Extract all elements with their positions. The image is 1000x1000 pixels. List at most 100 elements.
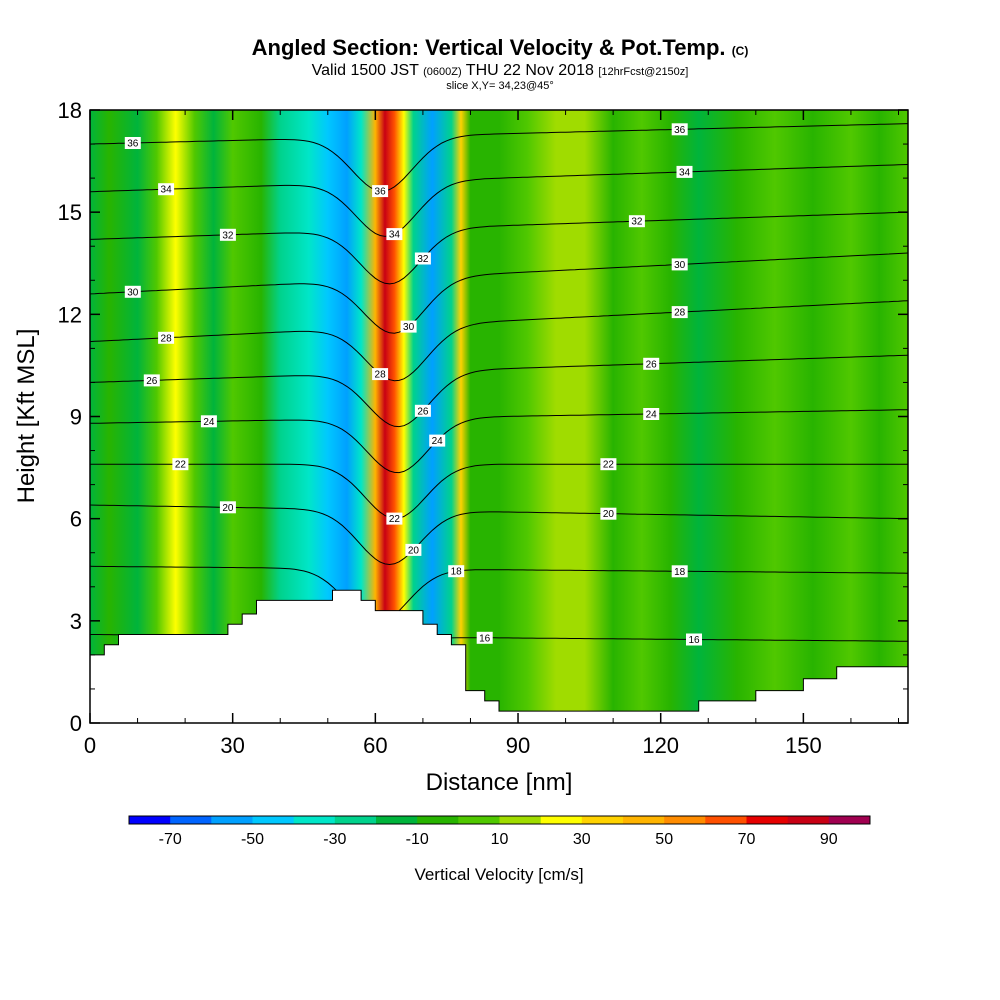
theta-contour-label: 32 [219, 228, 236, 241]
contour-label-box [158, 183, 175, 196]
theta-contour-label: 26 [643, 357, 660, 370]
contour-label-text: 24 [646, 410, 658, 421]
theta-contour-label: 32 [414, 252, 431, 265]
theta-contour-28 [90, 300, 908, 382]
colorbar-swatch [705, 816, 747, 824]
colorbar-tick-label: -70 [159, 831, 182, 848]
theta-contour-label: 18 [448, 565, 465, 578]
colorbar-tick-label: 10 [491, 831, 509, 848]
theta-contour-label: 28 [671, 306, 688, 319]
terrain [90, 589, 908, 723]
chart-title-text: Angled Section: Vertical Velocity & Pot.… [251, 35, 726, 60]
colorbar-swatch [581, 816, 624, 824]
contour-label-text: 32 [631, 217, 643, 228]
colorbar-tick-label: -50 [241, 831, 264, 848]
colorbar-swatch [540, 816, 583, 824]
chart-title-block: Angled Section: Vertical Velocity & Pot.… [90, 35, 910, 93]
contour-label-box [671, 565, 688, 578]
contour-label-text: 16 [479, 633, 491, 644]
contour-label-text: 26 [646, 359, 658, 370]
colorbar-swatch [623, 816, 665, 824]
theta-contour-label: 22 [172, 458, 189, 471]
theta-contour-label: 20 [405, 543, 422, 556]
theta-contour-label: 22 [600, 458, 617, 471]
contour-label-text: 20 [408, 545, 420, 556]
contour-label-box [671, 306, 688, 319]
contour-label-box [172, 458, 189, 471]
theta-contour-label: 22 [386, 512, 403, 525]
contour-label-box [429, 434, 446, 447]
colorbar-tick-label: 50 [655, 831, 673, 848]
y-tick-label: 9 [70, 405, 82, 430]
contour-label-text: 30 [674, 260, 686, 271]
theta-contour-label: 20 [600, 507, 617, 520]
colorbar-tick-label: 90 [820, 831, 838, 848]
theta-contour-label: 28 [158, 331, 175, 344]
y-tick-label: 18 [58, 98, 82, 123]
theta-contour-34 [90, 164, 908, 237]
contour-label-text: 22 [389, 514, 401, 525]
contour-label-text: 36 [375, 187, 387, 198]
contour-label-text: 24 [432, 436, 444, 447]
contour-label-box [671, 123, 688, 136]
contour-label-text: 16 [688, 635, 700, 646]
x-tick-label: 150 [785, 733, 822, 758]
theta-contour-label: 32 [628, 215, 645, 228]
colorbar-swatch [417, 816, 459, 824]
y-tick-label: 3 [70, 609, 82, 634]
slice-info: slice X,Y= 34,23@45° [446, 80, 554, 92]
x-tick-label: 90 [506, 733, 530, 758]
colorbar-swatch [293, 816, 336, 824]
colorbar-swatch [376, 816, 418, 824]
theta-contour-label: 26 [414, 404, 431, 417]
valid-date: THU 22 Nov 2018 [465, 62, 594, 79]
theta-contour-label: 16 [476, 631, 493, 644]
contour-label-box [414, 252, 431, 265]
contour-label-box [600, 458, 617, 471]
theta-contour-label: 16 [686, 633, 702, 646]
theta-contour-22 [90, 463, 908, 520]
theta-contour-label: 18 [671, 565, 688, 578]
contour-label-text: 22 [175, 460, 187, 471]
chart-valid-line: Valid 1500 JST (0600Z) THU 22 Nov 2018 [… [90, 63, 910, 80]
theta-contour-label: 24 [200, 415, 217, 428]
contour-label-box [219, 228, 236, 241]
plot-area: 16 16 18 18 20 20 20 22 22 22 24 24 24 26 26 26 28 28 28 30… [90, 110, 908, 723]
colorbar-tick-label: 30 [573, 831, 591, 848]
theta-contour-label: 28 [372, 368, 389, 381]
contour-label-box [400, 320, 417, 333]
colorbar-swatch [129, 816, 171, 824]
theta-contour-30 [90, 252, 908, 334]
contour-label-text: 26 [417, 406, 429, 417]
contour-label-text: 20 [603, 509, 615, 520]
contour-label-text: 18 [451, 567, 463, 578]
contour-label-box [686, 633, 702, 646]
theta-contour-label: 34 [676, 165, 693, 178]
x-tick-label: 30 [220, 733, 244, 758]
theta-contour-label: 36 [372, 185, 389, 198]
contour-label-box [676, 165, 693, 178]
contour-label-box [405, 543, 422, 556]
contour-label-text: 22 [603, 460, 615, 471]
valid-prefix: Valid 1500 JST [311, 62, 419, 79]
theta-contour-label: 24 [429, 434, 446, 447]
chart-title-unit: (C) [731, 44, 749, 58]
contour-label-box [643, 408, 660, 420]
contour-label-text: 28 [674, 308, 686, 319]
y-tick-label: 0 [70, 711, 82, 736]
contour-label-text: 36 [127, 139, 139, 150]
colorbar: -70 -50 -30 -10 10 30 50 70 90 [128, 815, 871, 848]
contour-label-box [143, 374, 160, 387]
colorbar-swatch [746, 816, 789, 824]
theta-contour-label: 30 [400, 320, 417, 333]
theta-contour-labels: 16 16 18 18 20 20 20 22 22 22 24 24 24 26 26 26 28 28 28 30… [124, 123, 702, 646]
contour-label-box [476, 631, 493, 644]
forecast-info: [12hrFcst@2150z] [598, 66, 689, 78]
colorbar-label: Vertical Velocity [cm/s] [414, 865, 583, 884]
contour-label-text: 32 [222, 230, 234, 241]
theta-contour-36 [90, 123, 908, 192]
contour-label-box [200, 415, 217, 428]
contour-label-box [671, 258, 688, 271]
y-axis-label: Height [Kft MSL] [13, 329, 40, 504]
